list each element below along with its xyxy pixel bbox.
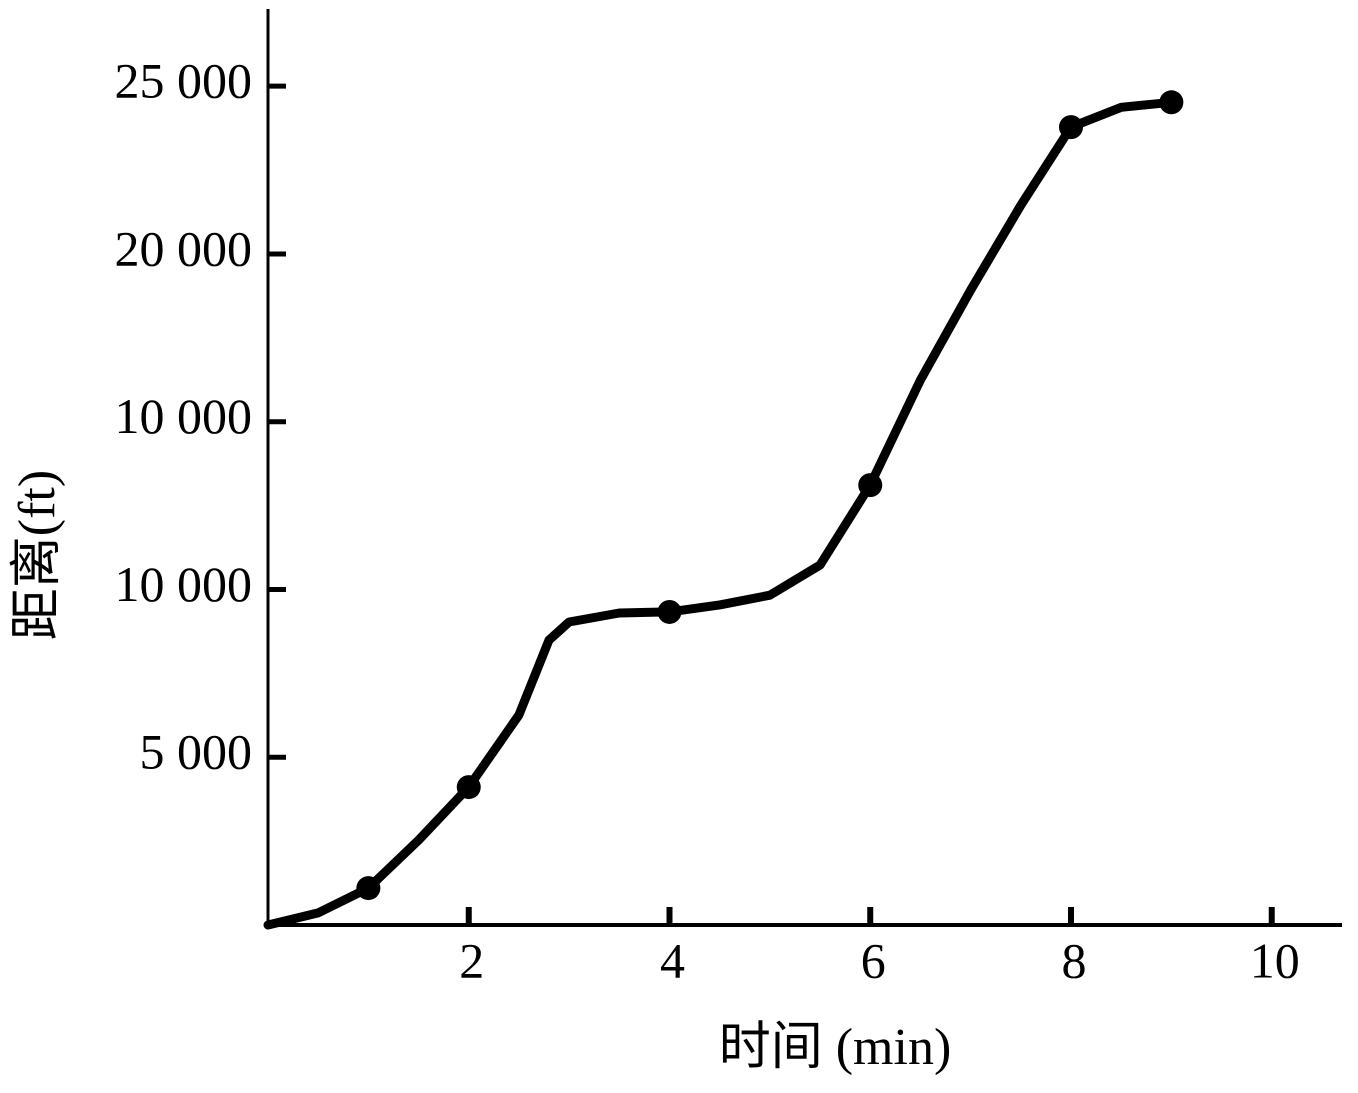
x-tick-label: 10	[1250, 932, 1300, 988]
data-line	[263, 97, 1176, 930]
data-point	[858, 473, 883, 498]
x-tick-label: 6	[861, 932, 886, 988]
y-tick-label: 20 000	[115, 220, 253, 276]
y-axis-label: 距离(ft)	[9, 470, 66, 640]
data-point	[1058, 115, 1083, 140]
data-point	[1159, 90, 1184, 115]
x-axis-label: 时间 (min)	[719, 1019, 952, 1076]
x-tick-label: 2	[459, 932, 484, 988]
x-tick-label: 8	[1061, 932, 1086, 988]
x-tick-label: 4	[660, 932, 685, 988]
y-tick-label: 5 000	[140, 724, 253, 780]
y-tick-label: 25 000	[115, 53, 253, 109]
y-tick-label: 10 000	[115, 388, 253, 444]
data-point	[657, 599, 682, 624]
y-tick-label: 10 000	[115, 556, 253, 612]
data-point	[356, 876, 381, 901]
data-point	[456, 775, 481, 800]
